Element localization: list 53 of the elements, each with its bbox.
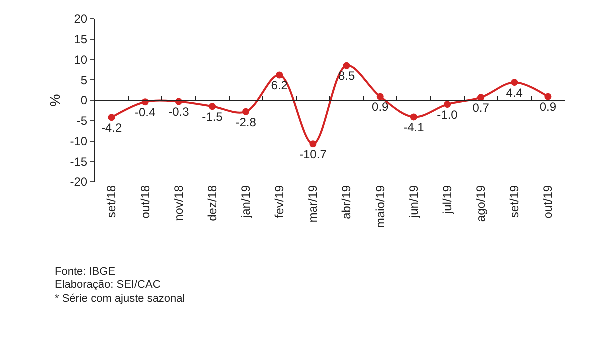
y-tick-label: -10 [70, 134, 88, 148]
point [478, 94, 485, 102]
y-tick-label: 20 [74, 12, 88, 26]
text: 0.9 [372, 100, 389, 114]
x-tick-label: abr/19 [340, 185, 354, 220]
point [276, 72, 284, 79]
point [511, 79, 518, 86]
text: -1.0 [437, 108, 458, 122]
point [343, 62, 350, 70]
y-tick-label: -15 [70, 154, 88, 169]
text: -1.5 [202, 110, 223, 124]
x-tick-label: jan/19 [238, 185, 253, 220]
text: 8.5 [338, 69, 356, 84]
x-tick-label: out/19 [541, 185, 556, 219]
x-tick-label: out/18 [138, 185, 152, 219]
x-tick-label: dez/18 [205, 185, 220, 222]
text: -2.8 [236, 115, 256, 130]
point [310, 140, 317, 148]
point [242, 108, 250, 116]
x-tick-label: ago/19 [474, 185, 488, 222]
x-tick-label: mar/19 [306, 185, 320, 223]
y-tick-label: 10 [74, 52, 88, 67]
point [410, 114, 418, 121]
x-tick-label: maio/19 [373, 185, 388, 228]
x-tick-label: jul/19 [440, 185, 454, 216]
x-tick-label: fev/19 [272, 185, 287, 218]
x-tick-label: nov/18 [172, 185, 186, 222]
text: -4.2 [101, 120, 122, 135]
text: 0.7 [472, 101, 490, 116]
text: * Série com ajuste sazonal [55, 293, 186, 305]
x-tick-label: set/19 [508, 185, 522, 218]
y-tick-label: 15 [74, 32, 88, 47]
point [108, 114, 116, 122]
y-tick-label: -20 [70, 175, 88, 190]
x-tick-label: jun/19 [406, 185, 421, 220]
y-tick-label: 0 [80, 94, 88, 108]
text: 4.4 [506, 86, 523, 100]
y-tick-label: -5 [76, 114, 88, 128]
text: 6.2 [271, 78, 288, 93]
text: -4.1 [404, 120, 424, 135]
point [444, 101, 451, 108]
text: Elaboração: SEI/CAC [55, 279, 161, 291]
point [376, 93, 384, 100]
point [544, 93, 552, 100]
text: -0.4 [135, 106, 156, 120]
text: -0.3 [168, 105, 190, 120]
text: 0.9 [540, 100, 557, 114]
y-axis-title: % [46, 94, 63, 107]
source-note: Fonte: IBGE [55, 266, 116, 278]
point [209, 103, 216, 110]
y-tick-label: 5 [80, 73, 88, 88]
x-tick-label: set/18 [104, 185, 119, 218]
text: -10.7 [300, 147, 327, 162]
